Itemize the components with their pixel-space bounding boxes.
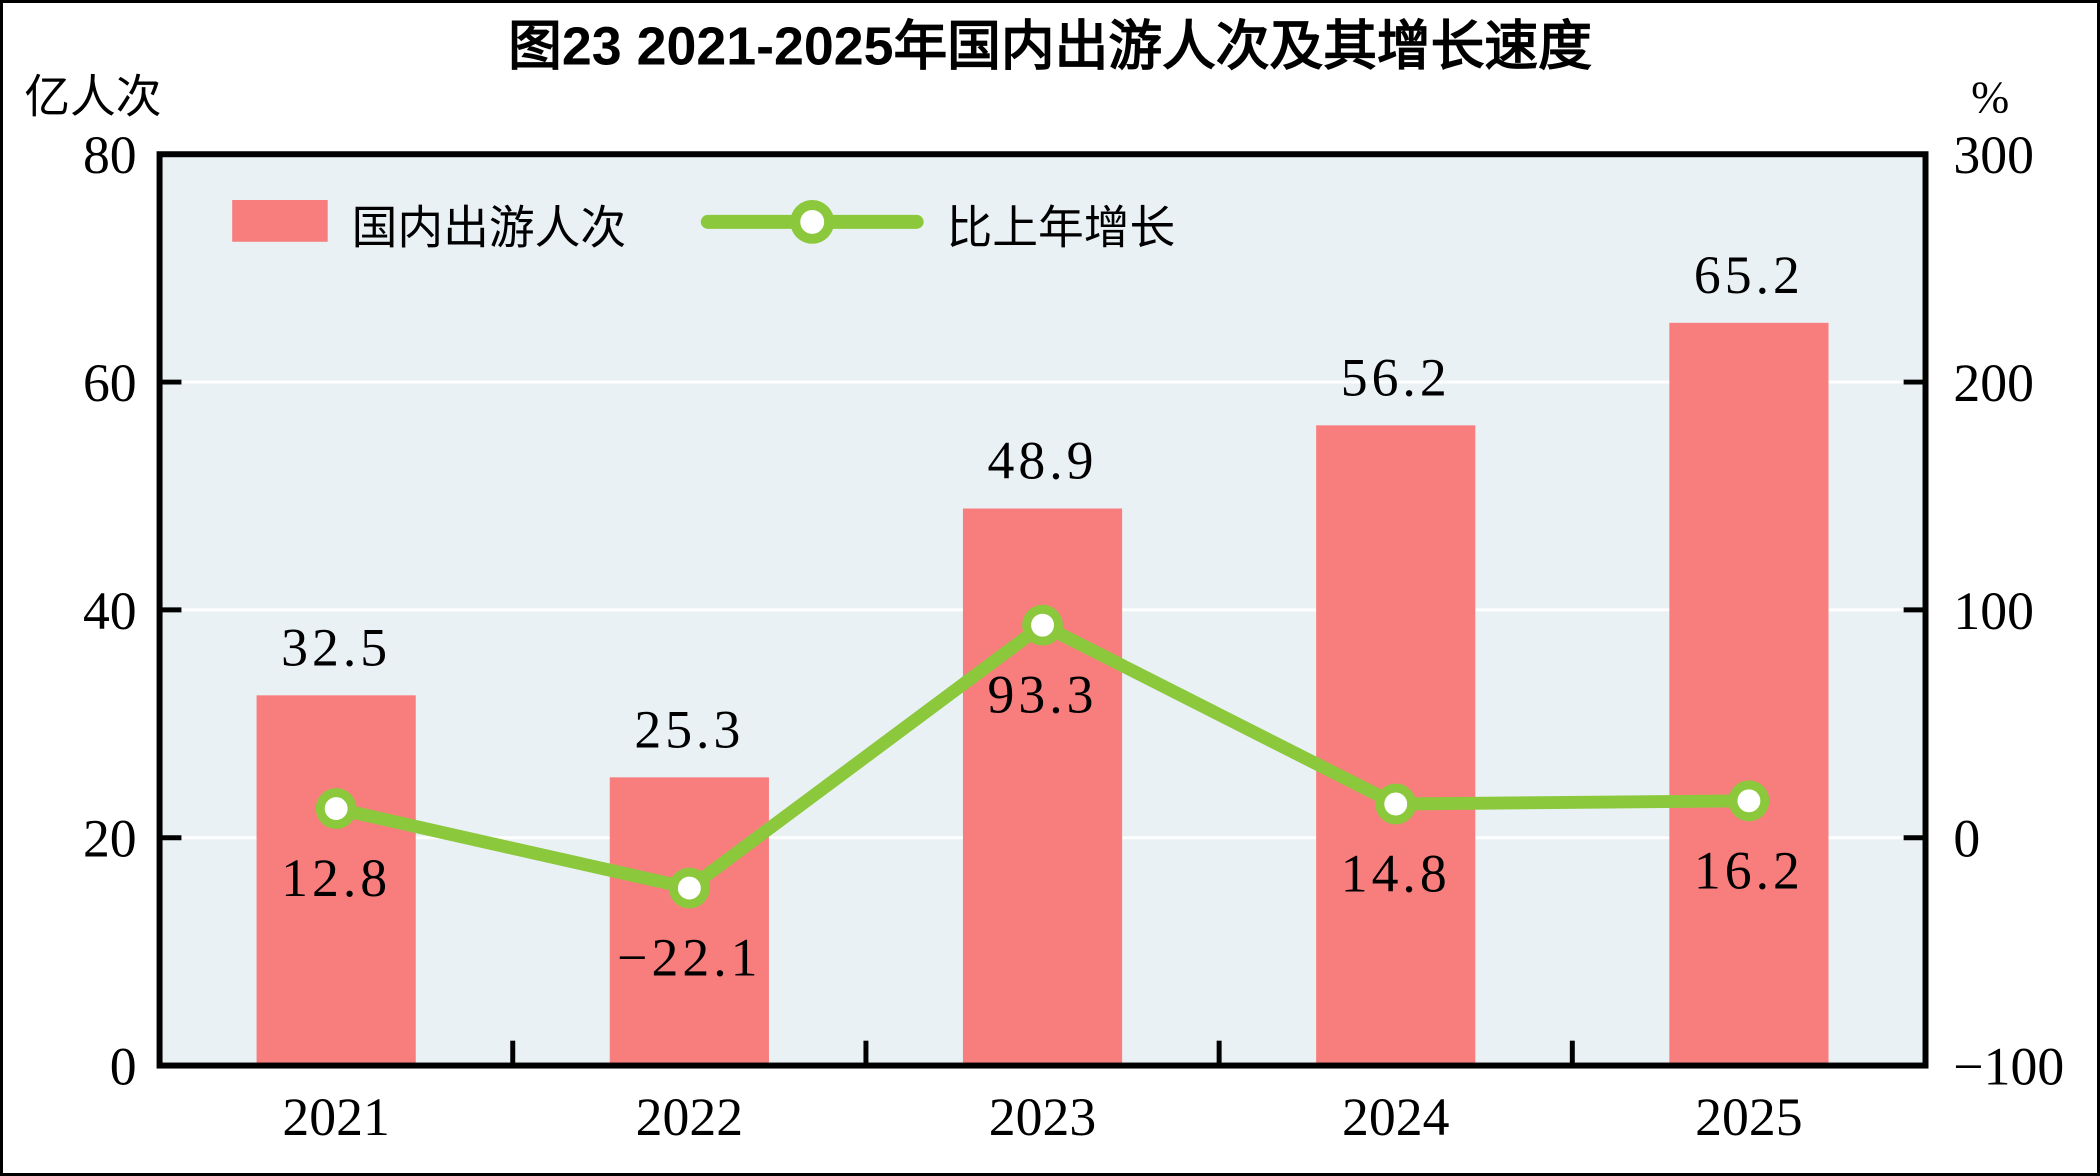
chart-title: 图23 2021-2025年国内出游人次及其增长速度	[508, 17, 1592, 77]
y-left-tick-label-40: 40	[83, 581, 137, 641]
legend-line-label: 比上年增长	[947, 203, 1176, 254]
legend: 国内出游人次 比上年增长	[232, 199, 1176, 254]
growth-value-label-2023: 93.3	[988, 665, 1098, 725]
y-right-tick-label-200: 200	[1953, 353, 2034, 413]
x-tick-label-2021: 2021	[282, 1087, 389, 1147]
growth-value-label-2022: −22.1	[617, 928, 761, 988]
growth-marker-2024	[1375, 783, 1417, 825]
growth-marker-2021	[315, 788, 357, 829]
x-tick-label-2023: 2023	[989, 1087, 1096, 1147]
bar-value-label-2023: 48.9	[988, 431, 1098, 491]
y-right-tick-label-100: 100	[1953, 581, 2034, 641]
y-right-tick-label-300: 300	[1953, 125, 2034, 185]
bar-value-label-2025: 65.2	[1694, 245, 1804, 305]
x-tick-label-2022: 2022	[636, 1087, 743, 1147]
y-left-tick-label-0: 0	[110, 1036, 137, 1096]
x-tick-label-2025: 2025	[1695, 1087, 1802, 1147]
bar-value-label-2022: 25.3	[634, 699, 744, 759]
bar-2025	[1669, 322, 1829, 1066]
bar-2022	[609, 777, 769, 1066]
growth-value-label-2024: 14.8	[1341, 844, 1451, 904]
bar-2021	[256, 695, 416, 1066]
left-axis-unit: 亿人次	[24, 71, 161, 122]
y-left-tick-label-60: 60	[83, 353, 137, 413]
bar-value-label-2024: 56.2	[1341, 347, 1451, 407]
right-axis-unit: %	[1971, 71, 2009, 122]
growth-marker-2025	[1728, 780, 1770, 822]
y-right-tick-label-0: 0	[1953, 809, 1980, 869]
bar-value-label-2021: 32.5	[281, 617, 391, 677]
legend-line-marker-icon	[790, 199, 835, 244]
bar-2024	[1316, 425, 1476, 1066]
legend-bar-swatch-icon	[232, 199, 328, 242]
x-tick-label-2024: 2024	[1342, 1087, 1450, 1147]
y-left-tick-label-80: 80	[83, 125, 137, 185]
y-right-tick-label--100: −100	[1953, 1036, 2064, 1096]
growth-value-label-2021: 12.8	[281, 848, 391, 908]
legend-bar-label: 国内出游人次	[352, 203, 627, 254]
bar-2023	[962, 508, 1123, 1066]
y-left-tick-label-20: 20	[83, 809, 137, 869]
growth-value-label-2025: 16.2	[1694, 840, 1804, 900]
growth-marker-2022	[668, 867, 710, 909]
growth-marker-2023	[1022, 604, 1063, 646]
